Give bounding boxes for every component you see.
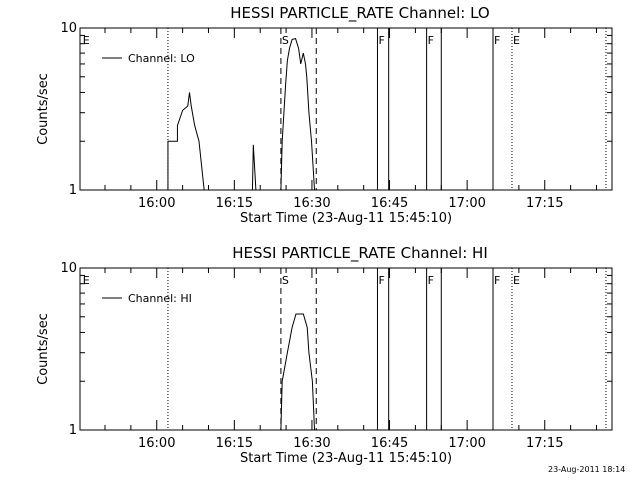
- y-tick-label: 10: [60, 261, 77, 276]
- event-marker-label: F: [494, 34, 500, 47]
- series-line: [167, 38, 316, 191]
- x-tick-label: 16:00: [138, 436, 175, 451]
- legend-label: Channel: HI: [128, 292, 192, 305]
- x-tick-label: 16:45: [371, 196, 408, 211]
- x-tick-label: 16:30: [293, 196, 330, 211]
- y-axis-label: Counts/sec: [36, 313, 51, 385]
- y-tick-label: 1: [69, 423, 77, 438]
- x-tick-label: 17:15: [526, 196, 563, 211]
- event-marker-label: F: [428, 274, 434, 287]
- event-marker-label: E: [513, 34, 520, 47]
- x-axis-label: Start Time (23-Aug-11 15:45:10): [240, 451, 452, 466]
- x-tick-label: 16:30: [293, 436, 330, 451]
- y-axis-label: Counts/sec: [36, 73, 51, 145]
- x-tick-label: 16:15: [216, 196, 253, 211]
- series-line: [280, 313, 316, 431]
- x-tick-label: 16:15: [216, 436, 253, 451]
- legend-label: Channel: LO: [128, 52, 195, 65]
- x-tick-label: 17:00: [448, 196, 485, 211]
- event-marker-label: F: [378, 34, 384, 47]
- event-marker-label: E: [83, 34, 90, 47]
- y-tick-label: 1: [69, 183, 77, 198]
- x-tick-label: 16:00: [138, 196, 175, 211]
- x-tick-label: 17:00: [448, 436, 485, 451]
- event-marker-label: F: [428, 34, 434, 47]
- event-marker-label: F: [494, 274, 500, 287]
- x-axis-label: Start Time (23-Aug-11 15:45:10): [240, 211, 452, 226]
- timestamp-text: 23-Aug-2011 18:14: [548, 465, 626, 474]
- y-tick-label: 10: [60, 21, 77, 36]
- chart-title: HESSI PARTICLE_RATE Channel: HI: [232, 244, 488, 263]
- plot-frame: [79, 267, 613, 431]
- chart-panel-1: HESSI PARTICLE_RATE Channel: HI 1 10 16:00 1…: [36, 244, 613, 466]
- plot-timestamp: 23-Aug-2011 18:14: [548, 465, 625, 474]
- x-tick-label: 16:45: [371, 436, 408, 451]
- plot-frame: [79, 27, 613, 191]
- event-marker-label: S: [282, 274, 289, 287]
- x-tick-label: 17:15: [526, 436, 563, 451]
- event-marker-label: S: [282, 34, 289, 47]
- event-marker-label: E: [513, 274, 520, 287]
- chart-panel-0: HESSI PARTICLE_RATE Channel: LO 1 10 16:00 1…: [36, 4, 613, 226]
- chart-title: HESSI PARTICLE_RATE Channel: LO: [230, 4, 489, 23]
- event-marker-label: F: [378, 274, 384, 287]
- event-marker-label: E: [83, 274, 90, 287]
